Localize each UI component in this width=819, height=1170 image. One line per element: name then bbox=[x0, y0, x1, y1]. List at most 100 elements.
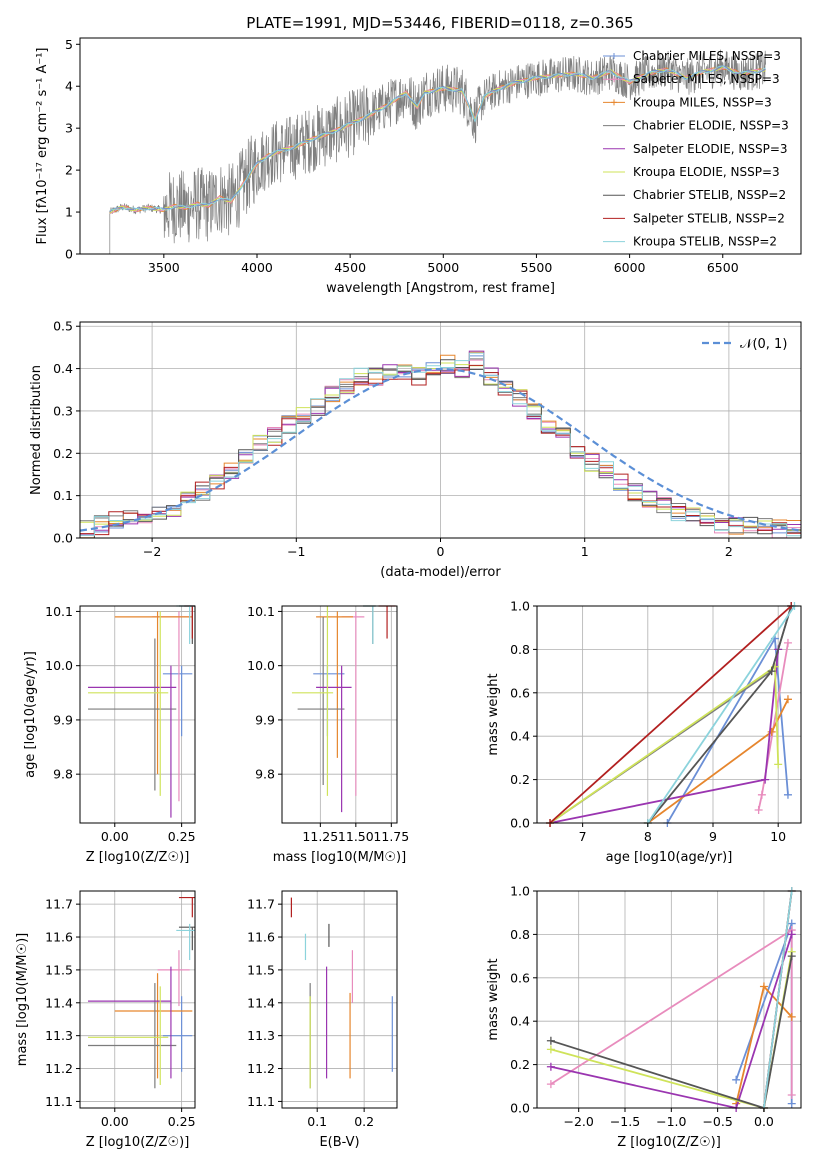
y-tick-label: 11.1 bbox=[247, 1094, 275, 1109]
x-axis-label: Z [log10(Z/Z☉)] bbox=[86, 1135, 190, 1150]
y-tick-label: 11.6 bbox=[247, 930, 275, 945]
weight-marker-salpeter_miles bbox=[787, 1090, 796, 1099]
x-tick-label: 9 bbox=[709, 829, 717, 844]
axes-frame bbox=[281, 605, 398, 824]
y-tick-label: 11.1 bbox=[45, 1094, 73, 1109]
y-tick-label: 1.0 bbox=[510, 599, 530, 614]
weight-marker-kroupa_miles bbox=[787, 1012, 796, 1021]
spectrum-title: PLATE=1991, MJD=53446, FIBERID=0118, z=0… bbox=[246, 14, 633, 32]
x-tick-label: 7 bbox=[579, 829, 587, 844]
x-tick-label: 5000 bbox=[427, 260, 459, 275]
y-tick-label: 9.8 bbox=[255, 767, 275, 782]
y-tick-label: 11.6 bbox=[45, 930, 73, 945]
mass-vs-ebv-panel: 0.1 0.2 11.1 11.2 11.3 11.4 11.5 11.6 11.7 E(B-V) bbox=[247, 890, 398, 1150]
x-tick-label: 6000 bbox=[614, 260, 646, 275]
weight-marker-kroupa_elodie bbox=[774, 760, 783, 769]
x-tick-label: 4000 bbox=[241, 260, 273, 275]
x-tick-label: 11.50 bbox=[338, 829, 374, 844]
x-tick-label: 6500 bbox=[707, 260, 739, 275]
y-tick-label: 0.3 bbox=[53, 403, 73, 418]
y-tick-label: 9.9 bbox=[53, 712, 73, 727]
x-axis-label: wavelength [Angstrom, rest frame] bbox=[326, 281, 555, 296]
x-axis-label: (data-model)/error bbox=[380, 565, 501, 580]
legend-label-kroupa_stelib: Kroupa STELIB, NSSP=2 bbox=[633, 235, 777, 249]
age-vs-mass-panel: 11.25 11.50 11.75 9.8 9.9 10.0 10.1 mass [log10… bbox=[247, 604, 409, 865]
legend-label-kroupa_elodie: Kroupa ELODIE, NSSP=3 bbox=[633, 165, 780, 179]
y-axis-label: mass weight bbox=[486, 673, 501, 755]
x-axis-label: mass [log10(M/M☉)] bbox=[273, 850, 406, 865]
y-tick-label: 11.2 bbox=[247, 1061, 275, 1076]
weight-line-salpeter_stelib bbox=[549, 605, 792, 824]
x-axis-label: E(B-V) bbox=[319, 1135, 359, 1150]
y-tick-label: 0.8 bbox=[510, 927, 530, 942]
x-axis-label: Z [log10(Z/Z☉)] bbox=[86, 850, 190, 865]
x-tick-label: 3500 bbox=[148, 260, 180, 275]
y-tick-label: 3 bbox=[65, 121, 73, 136]
x-tick-label: 0 bbox=[437, 544, 445, 559]
axes-frame bbox=[79, 37, 802, 255]
weight-marker-kroupa_miles bbox=[759, 982, 768, 991]
weight-marker-salpeter_miles bbox=[546, 1080, 555, 1089]
y-tick-label: 5 bbox=[65, 37, 73, 52]
legend-label-salpeter_elodie: Salpeter ELODIE, NSSP=3 bbox=[633, 142, 788, 156]
normal-curve bbox=[79, 367, 802, 532]
x-tick-label: 0.00 bbox=[101, 1114, 129, 1129]
y-tick-label: 10.0 bbox=[247, 658, 275, 673]
x-tick-label: 0.25 bbox=[168, 829, 196, 844]
y-tick-label: 11.7 bbox=[247, 897, 275, 912]
weight-line-kroupa_stelib bbox=[647, 605, 796, 824]
legend-normal-label: 𝒩(0, 1) bbox=[740, 337, 787, 352]
axes-frame bbox=[79, 605, 196, 824]
y-tick-label: 0.4 bbox=[510, 729, 530, 744]
y-tick-label: 0.2 bbox=[53, 446, 73, 461]
y-tick-label: 0.4 bbox=[53, 361, 73, 376]
axes-frame bbox=[536, 605, 802, 824]
mass-vs-z-panel: 0.00 0.25 11.1 11.2 11.3 11.4 11.5 11.6 11.7 Z [l… bbox=[15, 890, 196, 1150]
y-tick-label: 0 bbox=[65, 247, 73, 262]
y-tick-label: 0.0 bbox=[510, 816, 530, 831]
weight-marker-salpeter_miles bbox=[757, 790, 766, 799]
x-tick-label: −1 bbox=[287, 544, 305, 559]
y-axis-label: mass [log10(M/M☉)] bbox=[15, 933, 30, 1066]
x-tick-label: 5500 bbox=[521, 260, 553, 275]
residuals-panel: 𝒩(0, 1) −2 −1 0 1 2 0.0 0.1 0.2 0.3 0.4 0.5 (data-mo… bbox=[29, 319, 802, 580]
legend-label-salpeter_stelib: Salpeter STELIB, NSSP=2 bbox=[633, 211, 785, 225]
axes-frame bbox=[79, 890, 196, 1109]
y-tick-label: 0.8 bbox=[510, 642, 530, 657]
legend-marker bbox=[611, 76, 617, 83]
weight-marker-chabrier_stelib bbox=[546, 1036, 555, 1045]
y-tick-label: 0.5 bbox=[53, 319, 73, 334]
y-tick-label: 9.9 bbox=[255, 712, 275, 727]
y-tick-label: 9.8 bbox=[53, 767, 73, 782]
model-spectrum-kroupa_stelib bbox=[109, 65, 766, 211]
x-tick-label: −2 bbox=[143, 544, 161, 559]
x-tick-label: 0.00 bbox=[101, 829, 129, 844]
hist-kroupa_stelib bbox=[79, 352, 802, 538]
x-tick-label: 0.2 bbox=[354, 1114, 374, 1129]
weight-marker-chabrier_stelib bbox=[787, 952, 796, 961]
x-tick-label: 0.25 bbox=[168, 1114, 196, 1129]
x-tick-label: 11.75 bbox=[373, 829, 409, 844]
y-tick-label: 0.0 bbox=[53, 531, 73, 546]
y-tick-label: 11.5 bbox=[45, 962, 73, 977]
y-tick-label: 4 bbox=[65, 79, 73, 94]
y-tick-label: 0.6 bbox=[510, 970, 530, 985]
y-tick-label: 0.2 bbox=[510, 772, 530, 787]
y-tick-label: 1 bbox=[65, 205, 73, 220]
x-tick-label: 11.25 bbox=[302, 829, 338, 844]
legend-label-chabrier_stelib: Chabrier STELIB, NSSP=2 bbox=[633, 188, 786, 202]
y-axis-label: age [log10(age/yr)] bbox=[23, 651, 38, 778]
y-tick-label: 11.7 bbox=[45, 897, 73, 912]
legend-label-kroupa_miles: Kroupa MILES, NSSP=3 bbox=[633, 95, 772, 109]
x-axis-label: Z [log10(Z/Z☉)] bbox=[617, 1135, 721, 1150]
y-tick-label: 0.0 bbox=[510, 1101, 530, 1116]
weight-marker-chabrier_miles bbox=[787, 1099, 796, 1108]
y-axis-label: Normed distribution bbox=[29, 365, 44, 495]
legend-marker bbox=[611, 99, 617, 106]
x-tick-label: 8 bbox=[644, 829, 652, 844]
y-axis-label: Flux [fλ10⁻¹⁷ erg cm⁻² s⁻¹ A⁻¹] bbox=[35, 48, 50, 245]
y-tick-label: 11.2 bbox=[45, 1061, 73, 1076]
legend-marker bbox=[611, 53, 617, 59]
y-tick-label: 11.4 bbox=[247, 995, 275, 1010]
